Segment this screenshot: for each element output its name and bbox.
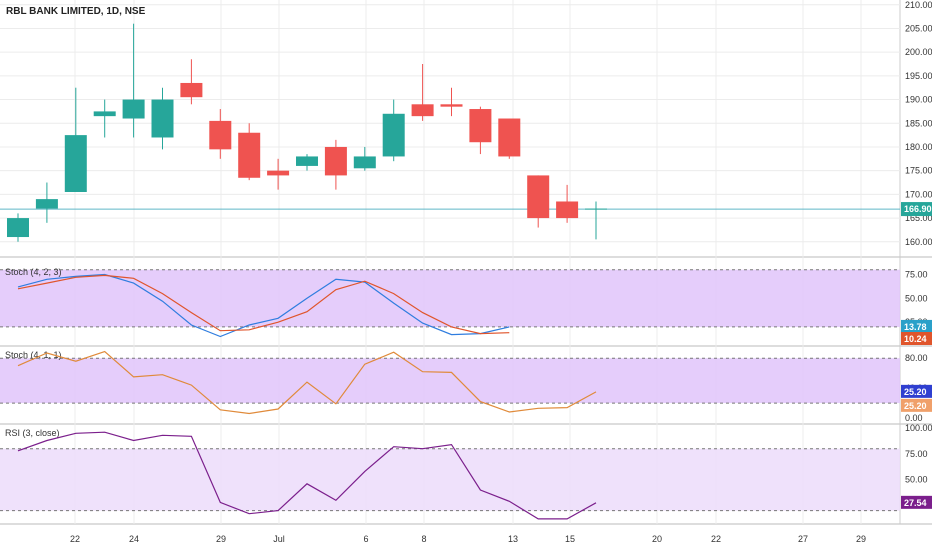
overbought-oversold-band (0, 269, 900, 327)
x-tick-label: 13 (508, 534, 518, 544)
indicator-series-line (17, 274, 510, 335)
overbought-oversold-band (0, 448, 900, 511)
value-badge (901, 384, 932, 398)
y-tick-label: 180.00 (905, 142, 932, 152)
overbought-oversold-band (0, 358, 900, 404)
candle-body (324, 146, 347, 176)
candle-body (35, 199, 58, 209)
value-badge (901, 332, 932, 345)
candle-body (527, 175, 550, 219)
value-badge-label: 10.24 (904, 334, 927, 344)
candle-body (238, 132, 261, 178)
indicator-title: RSI (3, close) (5, 428, 60, 438)
y-tick-label: 175.00 (905, 166, 932, 176)
indicator-series-line (17, 350, 597, 415)
y-tick-label: 200.00 (905, 47, 932, 57)
x-tick-label: 24 (129, 534, 139, 544)
x-tick-label: 29 (856, 534, 866, 544)
candle-body (93, 111, 116, 117)
y-tick-label: 170.00 (905, 189, 932, 199)
candle-body (353, 156, 376, 169)
candle-body (7, 218, 29, 238)
y-tick-label: 75.00 (905, 449, 928, 459)
y-tick-label: 50.00 (905, 475, 928, 485)
y-tick-label: 190.00 (905, 95, 932, 105)
y-tick-label: 210.00 (905, 0, 932, 10)
candle-body (411, 104, 434, 117)
candle-body (469, 109, 492, 143)
y-tick-label: 50.00 (905, 293, 928, 303)
y-tick-label: 165.00 (905, 213, 932, 223)
candle-body (556, 201, 579, 219)
value-badge-label: 13.78 (904, 322, 927, 332)
last-price-badge (901, 202, 932, 217)
candle-body (440, 104, 463, 107)
x-tick-label: 22 (711, 534, 721, 544)
x-tick-label: 27 (798, 534, 808, 544)
x-tick-label: 29 (216, 534, 226, 544)
candle-body (209, 120, 232, 150)
value-badge (901, 398, 932, 412)
y-tick-label: 100.00 (905, 423, 932, 433)
candle-body (64, 135, 87, 192)
indicator-series-line (17, 273, 510, 338)
value-badge (901, 319, 932, 333)
candle-body (151, 99, 174, 138)
candle-body (296, 156, 318, 166)
symbol-title: RBL BANK LIMITED, 1D, NSE (6, 6, 146, 17)
x-tick-label: Jul (273, 534, 285, 544)
candle-body (122, 99, 145, 119)
y-tick-label: 0.00 (905, 413, 923, 423)
last-price-label: 166.90 (904, 204, 932, 214)
candle-body (180, 82, 203, 98)
y-tick-label: 80.00 (905, 353, 928, 363)
indicator-series-line (17, 431, 597, 520)
x-tick-label: 20 (652, 534, 662, 544)
candle-body (498, 118, 521, 157)
x-tick-label: 22 (70, 534, 80, 544)
value-badge-label: 27.54 (904, 498, 927, 508)
candle-body (585, 208, 607, 210)
y-tick-label: 75.00 (905, 269, 928, 279)
x-tick-label: 15 (565, 534, 575, 544)
y-tick-label: 195.00 (905, 71, 932, 81)
candle-body (267, 170, 290, 176)
y-tick-label: 185.00 (905, 118, 932, 128)
y-tick-label: 205.00 (905, 23, 932, 33)
value-badge-label: 25.20 (904, 387, 927, 397)
candle-body (382, 113, 405, 157)
y-tick-label: 160.00 (905, 237, 932, 247)
indicator-title: Stoch (4, 2, 3) (5, 267, 62, 277)
value-badge-label: 25.20 (904, 401, 927, 411)
value-badge (901, 495, 932, 509)
indicator-title: Stoch (4, 1, 1) (5, 350, 62, 360)
x-tick-label: 8 (421, 534, 426, 544)
x-tick-label: 6 (363, 534, 368, 544)
